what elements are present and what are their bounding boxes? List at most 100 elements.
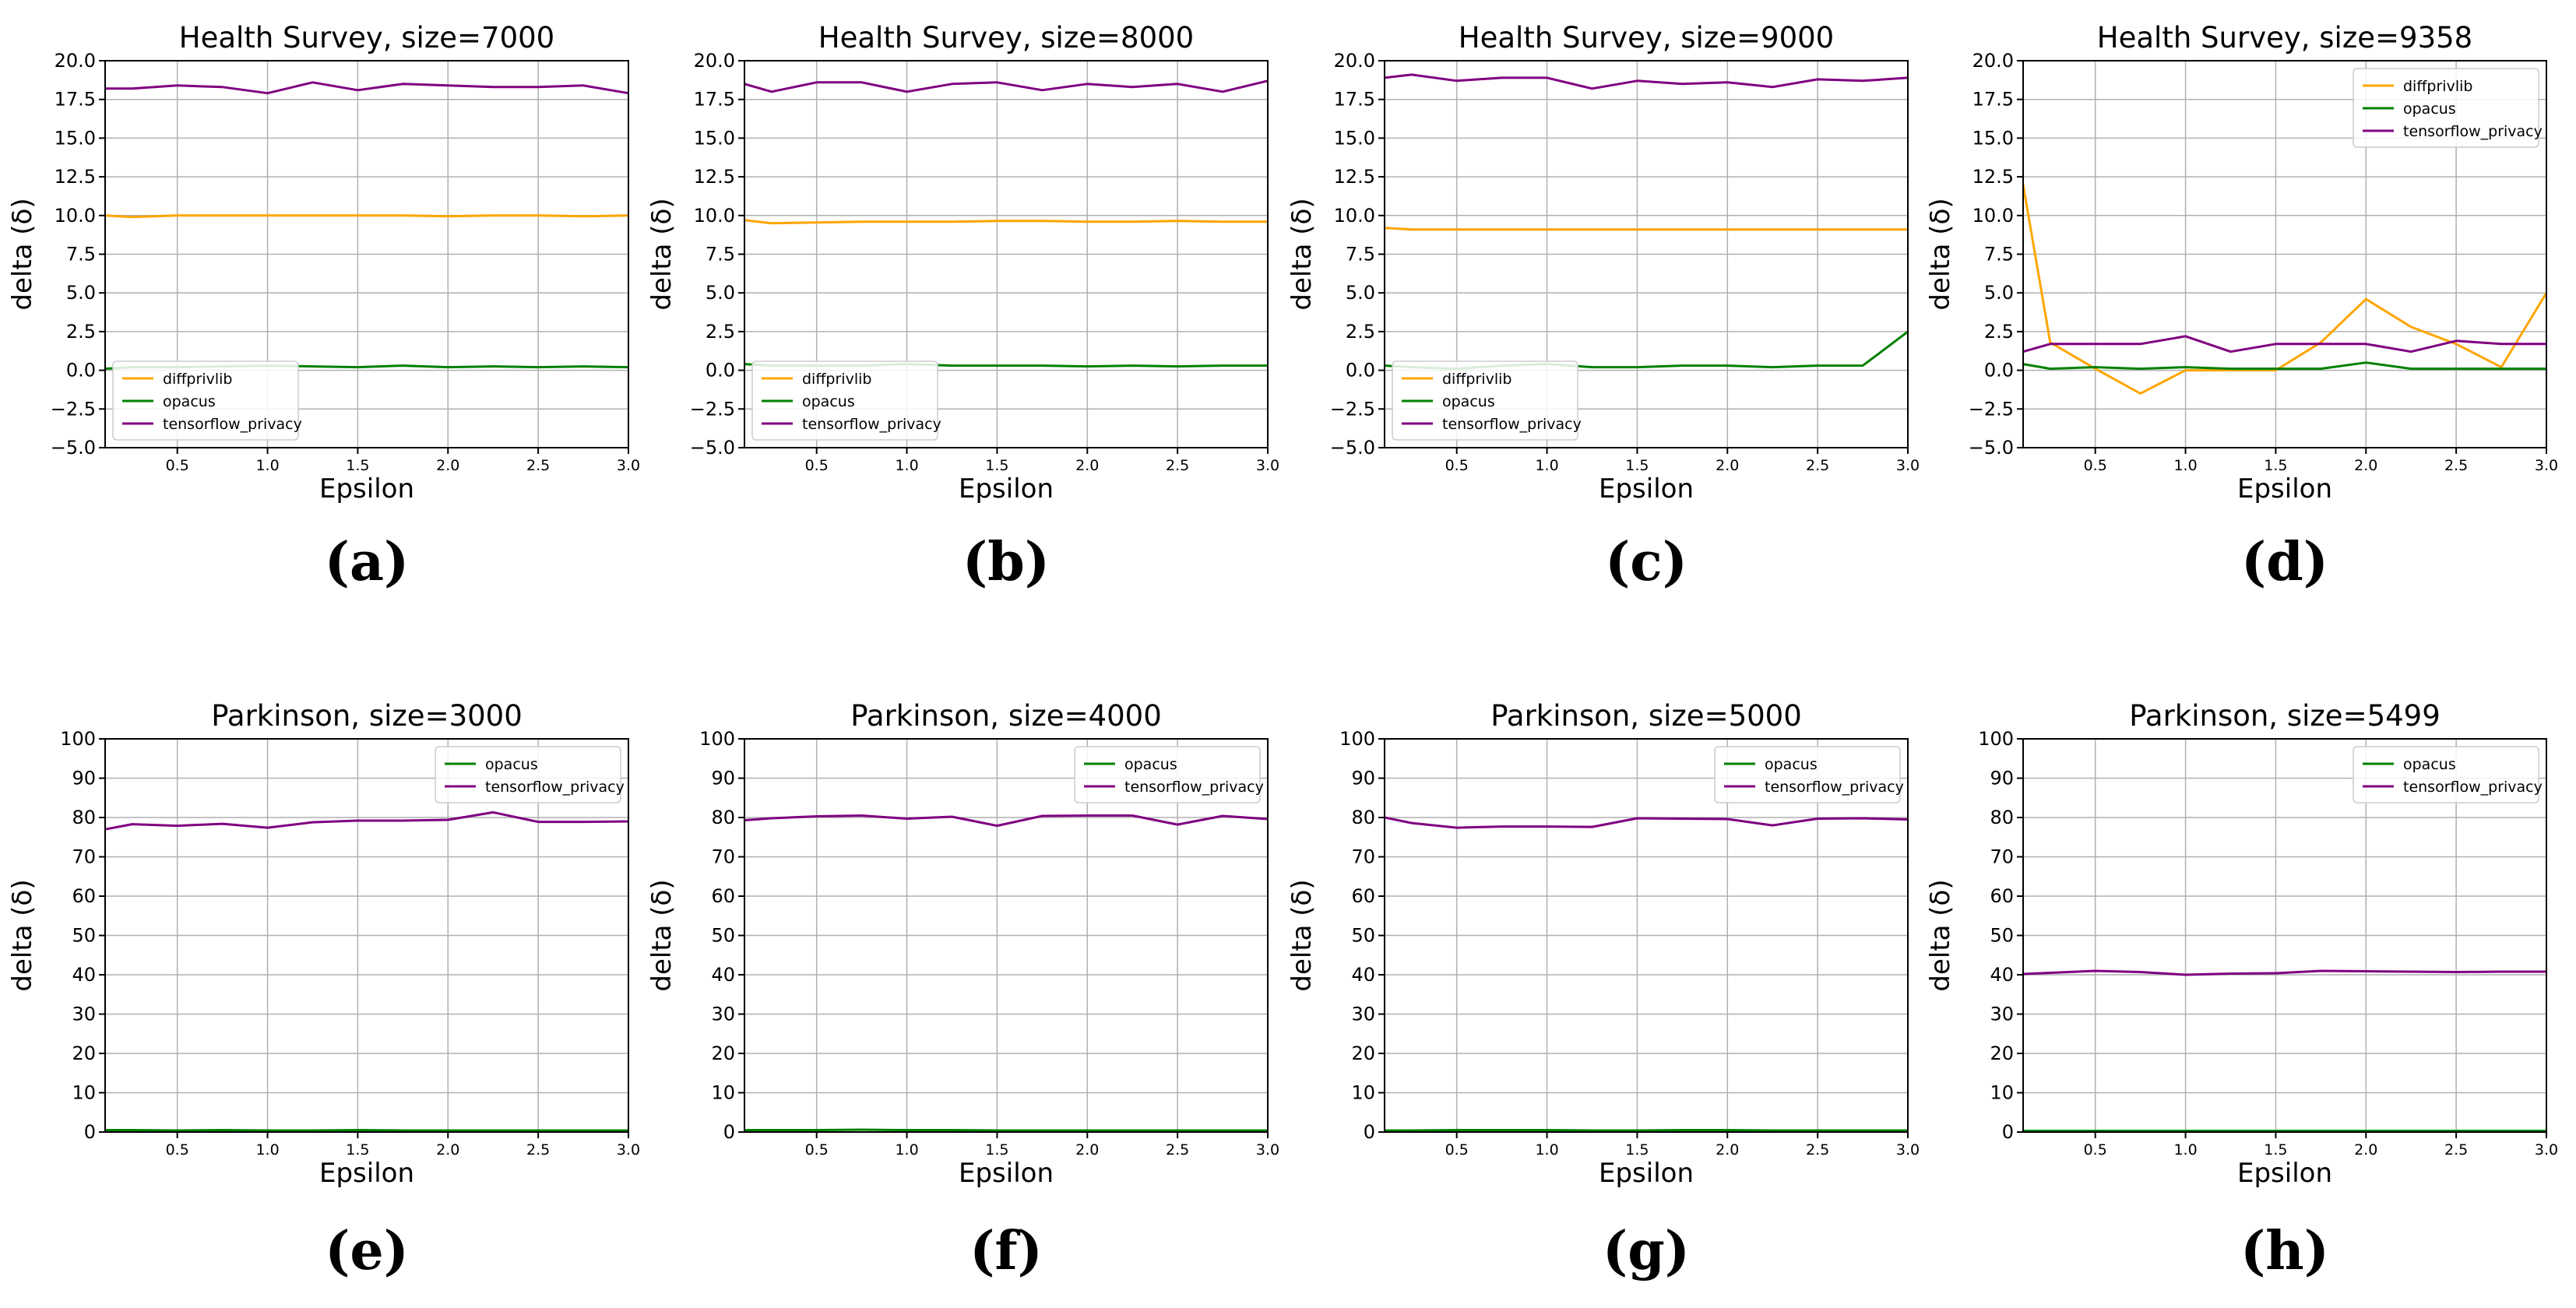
y-tick-label: 20 bbox=[711, 1043, 735, 1064]
legend-label: tensorflow_privacy bbox=[802, 416, 941, 433]
y-tick-label: 90 bbox=[711, 768, 735, 789]
y-tick-label: 5.0 bbox=[1346, 282, 1375, 304]
y-tick-label: 5.0 bbox=[706, 282, 735, 304]
y-tick-label: 10.0 bbox=[55, 205, 96, 227]
legend-label: opacus bbox=[485, 756, 538, 773]
y-tick-label: 100 bbox=[60, 728, 96, 750]
series-line-diffprivlib bbox=[744, 219, 1268, 225]
series-line-opacus bbox=[2022, 361, 2546, 371]
x-tick-label: 3.0 bbox=[2535, 1141, 2558, 1159]
y-tick-label: 12.5 bbox=[1972, 166, 2014, 188]
x-tick-label: 1.0 bbox=[255, 457, 279, 474]
y-tick-label: 17.5 bbox=[1972, 89, 2014, 111]
x-tick-label: 2.5 bbox=[2444, 1141, 2468, 1159]
legend: diffprivlib opacus tensorflow_privacy bbox=[2353, 68, 2543, 148]
x-tick-label: 0.5 bbox=[2084, 1141, 2107, 1159]
series-line-tensorflow_privacy bbox=[744, 814, 1269, 828]
y-tick-label: 10.0 bbox=[694, 205, 735, 227]
chart-panel-5: Parkinson, size=4000 0 10 20 30 40 50 60 70 80 90 1… bbox=[646, 699, 1279, 1282]
y-tick-label: 0.0 bbox=[1346, 360, 1375, 382]
y-tick-label: 5.0 bbox=[1984, 282, 2014, 304]
y-axis-label: delta (δ) bbox=[1286, 198, 1318, 310]
series-line-tensorflow_privacy bbox=[2022, 335, 2546, 353]
chart-title: Parkinson, size=3000 bbox=[211, 699, 522, 733]
legend-label: opacus bbox=[1124, 756, 1177, 773]
x-tick-label: 2.0 bbox=[436, 457, 459, 474]
y-tick-label: 17.5 bbox=[694, 89, 735, 111]
chart-panel-3: Health Survey, size=9358 −5.0 −2.5 0.0 2.5 5.… bbox=[1925, 21, 2558, 593]
legend-box bbox=[112, 360, 299, 441]
legend-label: tensorflow_privacy bbox=[2403, 779, 2543, 796]
y-tick-label: 0 bbox=[2002, 1121, 2014, 1143]
x-axis-label: Epsilon bbox=[319, 1158, 414, 1189]
x-tick-label: 1.5 bbox=[985, 1141, 1008, 1159]
x-tick-label: 3.0 bbox=[2535, 457, 2558, 474]
y-tick-label: 0.0 bbox=[66, 360, 96, 382]
y-tick-label: −5.0 bbox=[690, 437, 735, 459]
legend: diffprivlib opacus tensorflow_privacy bbox=[1392, 360, 1582, 441]
y-tick-label: 60 bbox=[1351, 885, 1375, 907]
chart-title: Parkinson, size=4000 bbox=[850, 699, 1161, 733]
y-tick-label: −5.0 bbox=[51, 437, 96, 459]
legend-box bbox=[1074, 746, 1261, 803]
legend: opacus tensorflow_privacy bbox=[435, 746, 625, 803]
legend-box bbox=[1392, 360, 1578, 441]
y-tick-label: 80 bbox=[1351, 807, 1375, 828]
series-line-tensorflow_privacy bbox=[2022, 969, 2546, 976]
series-line-tensorflow_privacy bbox=[105, 81, 629, 95]
panel-label: (g) bbox=[1603, 1220, 1690, 1282]
x-tick-label: 1.0 bbox=[1535, 1141, 1558, 1159]
chart-title: Health Survey, size=9000 bbox=[1459, 21, 1834, 54]
legend: opacus tensorflow_privacy bbox=[1074, 746, 1264, 803]
x-tick-label: 0.5 bbox=[805, 457, 829, 474]
y-tick-label: 80 bbox=[711, 807, 735, 828]
x-tick-label: 2.5 bbox=[1806, 1141, 1829, 1159]
panel-label: (f) bbox=[970, 1220, 1043, 1282]
y-tick-label: 10 bbox=[1990, 1082, 2014, 1104]
y-axis-label: delta (δ) bbox=[7, 879, 38, 991]
y-tick-label: −2.5 bbox=[1969, 398, 2014, 420]
y-tick-label: 90 bbox=[1351, 768, 1375, 789]
chart-title: Parkinson, size=5499 bbox=[2129, 699, 2440, 733]
plot-frame bbox=[1384, 60, 1909, 448]
x-axis-label: Epsilon bbox=[2237, 473, 2332, 505]
y-tick-label: 10.0 bbox=[1972, 205, 2014, 227]
y-tick-label: 20.0 bbox=[694, 50, 735, 72]
y-tick-label: 40 bbox=[1990, 964, 2014, 986]
y-axis-label: delta (δ) bbox=[1286, 879, 1318, 991]
chart-panel-7: Parkinson, size=5499 0 10 20 30 40 50 60 70 80 90 1… bbox=[1925, 699, 2558, 1282]
legend-label: diffprivlib bbox=[802, 371, 871, 388]
series-line-diffprivlib bbox=[1384, 227, 1908, 231]
y-tick-label: 40 bbox=[1351, 964, 1375, 986]
y-tick-label: −5.0 bbox=[1330, 437, 1375, 459]
x-tick-label: 1.5 bbox=[1625, 457, 1649, 474]
chart-panel-2: Health Survey, size=9000 −5.0 −2.5 0.0 2.5 5.… bbox=[1286, 21, 1920, 593]
plot-frame bbox=[744, 60, 1269, 448]
y-tick-label: 90 bbox=[1990, 768, 2014, 789]
y-tick-label: 30 bbox=[711, 1004, 735, 1025]
x-tick-label: 1.0 bbox=[2173, 457, 2197, 474]
legend: opacus tensorflow_privacy bbox=[1714, 746, 1904, 803]
x-tick-label: 2.0 bbox=[1075, 457, 1099, 474]
x-tick-label: 3.0 bbox=[1256, 457, 1279, 474]
panel-label: (e) bbox=[325, 1220, 409, 1282]
y-axis-label: delta (δ) bbox=[1925, 198, 1956, 310]
y-tick-label: 12.5 bbox=[694, 166, 735, 188]
y-tick-label: 10 bbox=[72, 1082, 96, 1104]
x-tick-label: 1.0 bbox=[2173, 1141, 2197, 1159]
legend-label: tensorflow_privacy bbox=[2403, 123, 2543, 140]
panel-label: (d) bbox=[2241, 531, 2328, 593]
legend-label: diffprivlib bbox=[2403, 78, 2472, 95]
y-tick-label: 7.5 bbox=[1984, 244, 2014, 265]
y-tick-label: 100 bbox=[1978, 728, 2014, 750]
plot-frame bbox=[2022, 738, 2547, 1133]
x-tick-label: 2.5 bbox=[526, 457, 550, 474]
legend: diffprivlib opacus tensorflow_privacy bbox=[751, 360, 941, 441]
x-tick-label: 1.5 bbox=[985, 457, 1008, 474]
y-tick-label: 10 bbox=[1351, 1082, 1375, 1104]
chart-title: Parkinson, size=5000 bbox=[1490, 699, 1801, 733]
legend-box bbox=[435, 746, 621, 803]
y-tick-label: 50 bbox=[72, 925, 96, 947]
y-tick-label: 2.5 bbox=[66, 321, 96, 343]
legend-label: diffprivlib bbox=[1442, 371, 1511, 388]
